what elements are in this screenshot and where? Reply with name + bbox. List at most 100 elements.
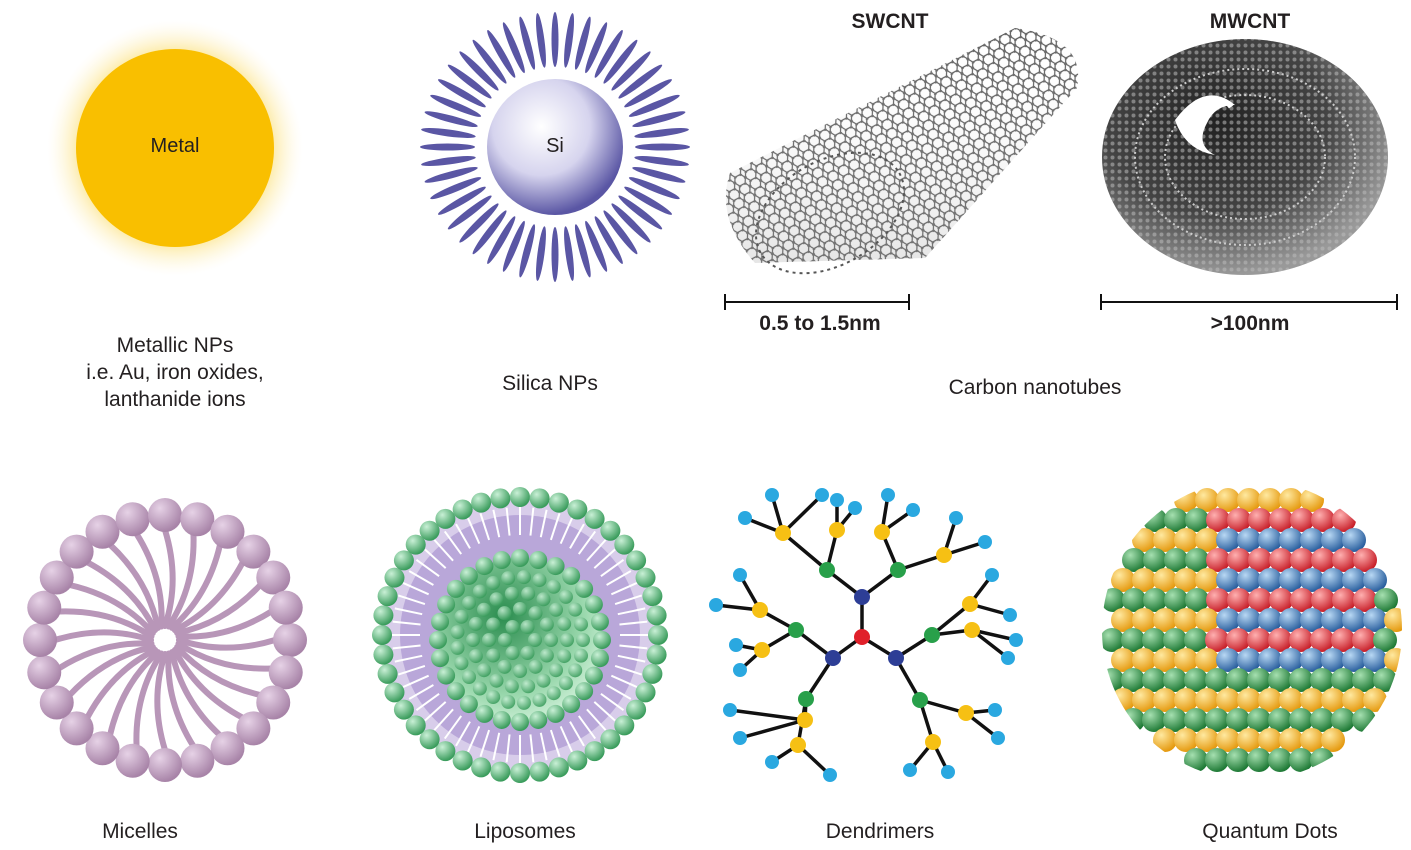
micelle-head [148, 748, 182, 782]
liposome-core-bead [468, 649, 483, 664]
liposome-inner-head [511, 713, 529, 731]
micelle-tail [171, 559, 246, 634]
metallic-caption: Metallic NPs i.e. Au, iron oxides, lanth… [65, 332, 285, 413]
quantum-dot-shell-atom [1153, 528, 1177, 552]
micelle-head [236, 711, 271, 746]
liposome-inner-head [437, 666, 456, 685]
swcnt-scale-label: 0.5 to 1.5nm [759, 312, 881, 335]
liposome-core-bead [516, 695, 531, 710]
quantum-dot-shell-atom [1111, 648, 1135, 672]
quantum-dot-core-atom [1321, 528, 1345, 552]
dendrimer-core-node [854, 629, 870, 645]
quantum-dot-shell-atom [1195, 568, 1219, 592]
micelle-tail [169, 541, 223, 631]
liposome-inner-head [575, 682, 594, 701]
liposome-outer-head [635, 682, 656, 703]
quantum-dot-core-atom [1269, 548, 1293, 572]
quantum-dot-shell-atom [1195, 488, 1219, 512]
liposome-core-bead [520, 620, 535, 635]
silica-spike [519, 16, 536, 70]
silica-spike [459, 203, 499, 243]
liposome-core-bead [505, 620, 520, 635]
quantum-dot-shell-atom [1258, 488, 1282, 512]
quantum-dot-core-atom [1363, 648, 1387, 672]
liposome-core-bead [486, 690, 501, 705]
quantum-dot-core-atom [1352, 628, 1376, 652]
quantum-dot-shell-atom [1310, 748, 1334, 772]
quantum-dot-shell-atom [1184, 748, 1208, 772]
quantum-dot-shell-atom [1132, 528, 1156, 552]
quantum-dot-shell-atom [1352, 708, 1376, 732]
quantum-dot-shell-atom [1195, 688, 1219, 712]
silica-spike [487, 30, 516, 78]
liposome-inner-head [431, 649, 450, 668]
micelle-tail [162, 527, 176, 629]
liposome-outer-head [384, 567, 405, 588]
silica-spike [438, 186, 486, 215]
micelle-head [115, 502, 150, 537]
quantum-dot-core-atom [1331, 628, 1355, 652]
quantum-dot-shell-atom [1195, 528, 1219, 552]
quantum-dot-shell-atom [1195, 608, 1219, 632]
liposome-inner-head [584, 666, 603, 685]
quantum-dot-shell-atom [1289, 708, 1313, 732]
quantum-dot-core-atom [1300, 568, 1324, 592]
metallic-caption-line1: Metallic NPs [116, 334, 234, 357]
quantum-dot-shell-atom [1184, 708, 1208, 732]
liposome-figure [372, 487, 668, 783]
liposome-outer-head [405, 534, 426, 555]
quantum-dot-shell-atom [1164, 548, 1188, 572]
quantum-dot-shell-atom [1164, 508, 1188, 532]
dendrimer-surface-node [985, 568, 999, 582]
quantum-dot-shell-atom [1164, 588, 1188, 612]
quantum-dot-core-atom [1268, 628, 1292, 652]
quantum-dot-shell-atom [1226, 668, 1250, 692]
liposome-outer-head [471, 757, 492, 778]
silica-spike [535, 13, 546, 68]
silica-spike [634, 127, 689, 138]
quantum-dot-core-atom [1290, 588, 1314, 612]
quantum-dot-core-atom [1258, 568, 1282, 592]
silica-spike [472, 210, 507, 255]
swcnt-open-end [755, 151, 905, 275]
quantum-dot-shell-atom [1331, 668, 1355, 692]
liposome-inner-head [546, 557, 565, 576]
swcnt-figure [725, 28, 1079, 275]
micelle-head [59, 711, 94, 746]
quantum-dot-core-atom [1290, 548, 1314, 572]
liposome-core-bead [532, 692, 547, 707]
silica-spike [472, 39, 507, 84]
liposome-outer-head [600, 729, 621, 750]
quantum-dot-core-atom [1206, 508, 1230, 532]
micelle-head [39, 685, 74, 720]
liposome-core-bead [574, 648, 589, 663]
liposome-core-bead [497, 606, 512, 621]
liposome-core-bead [558, 589, 573, 604]
micelle-tail [176, 637, 278, 651]
micelle-tail [107, 649, 161, 739]
dendrimer-gen2-node [912, 692, 928, 708]
quantum-dot-shell-atom [1321, 688, 1345, 712]
silica-spike [420, 143, 475, 151]
quantum-dot-shell-atom [1111, 608, 1135, 632]
quantum-dot-shell-atom [1205, 668, 1229, 692]
liposome-core-bead [557, 616, 572, 631]
micelle-head [27, 590, 62, 625]
dendrimer-surface-node [823, 768, 837, 782]
liposome-inner-head [546, 704, 565, 723]
quantum-dot-core-atom [1227, 548, 1251, 572]
micelle-tail [169, 649, 223, 739]
quantum-dot-shell-atom [1142, 708, 1166, 732]
silica-spike [632, 111, 686, 128]
liposome-outer-head [393, 550, 414, 571]
quantum-dot-shell-atom [1122, 548, 1146, 572]
quantum-dot-shell-atom [1121, 628, 1145, 652]
silica-spike [635, 143, 690, 151]
quantum-dot-shell-atom [1289, 668, 1313, 692]
silica-spike [634, 156, 689, 167]
quantum-dot-core-atom [1321, 648, 1345, 672]
micelle-tail [55, 640, 155, 672]
liposome-core-bead [504, 679, 519, 694]
quantum-dot-core-atom [1300, 608, 1324, 632]
liposome-core-bead [568, 602, 583, 617]
